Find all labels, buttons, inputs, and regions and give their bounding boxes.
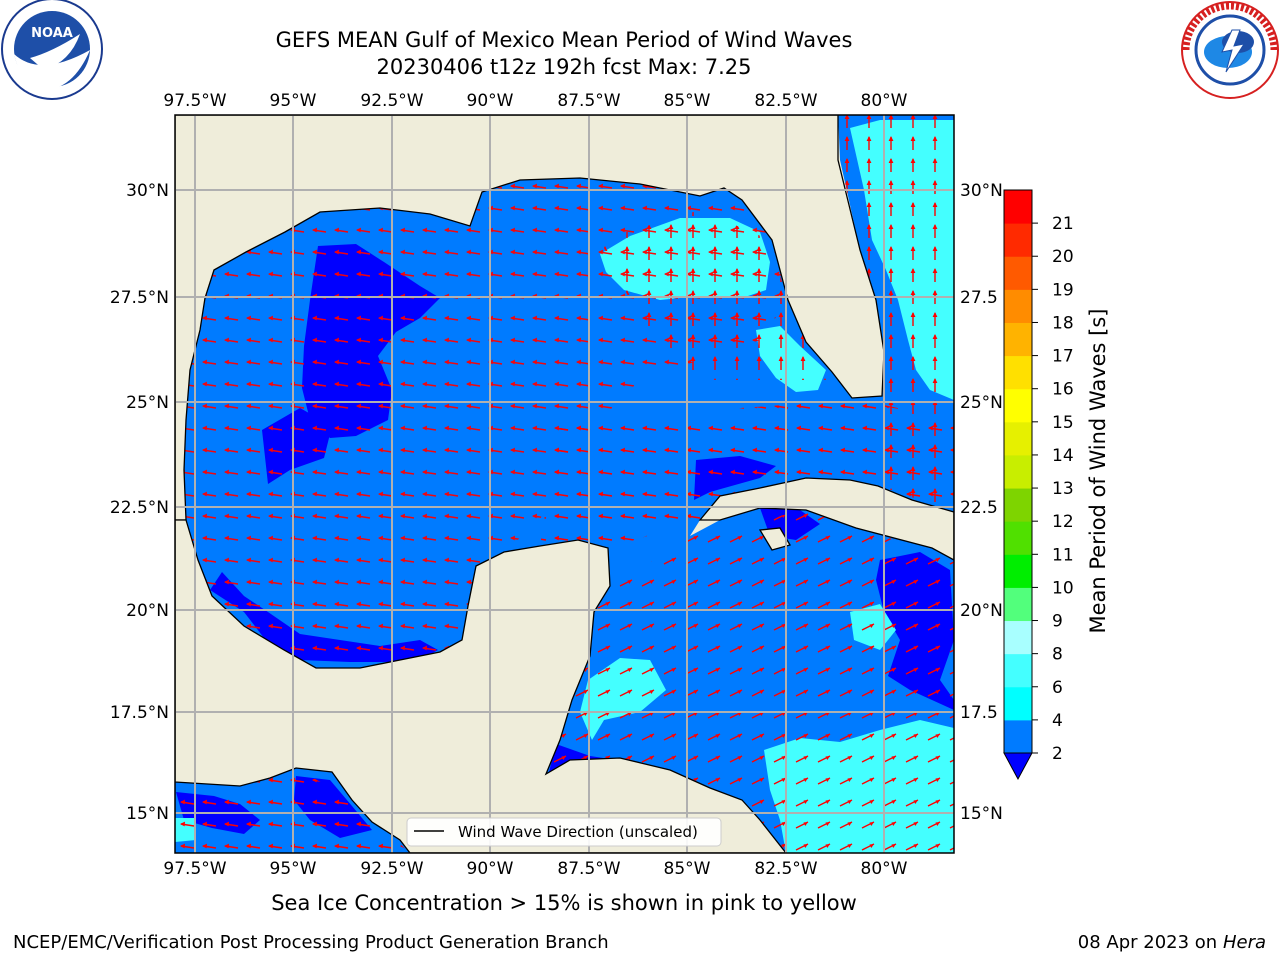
lon-label-top: 82.5°W <box>754 91 817 111</box>
lon-label-bottom: 97.5°W <box>163 859 226 879</box>
colorbar-segment <box>1004 256 1032 290</box>
date-text: 08 Apr 2023 on <box>1077 932 1223 953</box>
lat-label-right: 27.5 <box>960 288 998 308</box>
lat-label-right: 22.5 <box>960 498 998 518</box>
map-panel: Wind Wave Direction (unscaled) <box>174 114 955 854</box>
lat-label-right: 25°N <box>960 393 1003 413</box>
colorbar-tick-label: 15 <box>1052 413 1074 433</box>
lon-label-top: 87.5°W <box>557 91 620 111</box>
colorbar-tick-label: 11 <box>1052 545 1074 565</box>
lat-label-left: 30°N <box>126 181 169 201</box>
noaa-logo-text: NOAA <box>31 26 73 41</box>
colorbar-tick-label: 10 <box>1052 578 1074 598</box>
lat-label-left: 17.5°N <box>110 703 169 723</box>
lat-label-right: 20°N <box>960 601 1003 621</box>
colorbar-segment <box>1004 653 1032 688</box>
lat-label-left: 22.5°N <box>110 498 169 518</box>
colorbar-segment <box>1004 355 1032 390</box>
colorbar-tick-label: 20 <box>1052 247 1074 267</box>
lon-label-top: 97.5°W <box>163 91 226 111</box>
chart-title: GEFS MEAN Gulf of Mexico Mean Period of … <box>275 28 853 52</box>
lat-label-right: 17.5 <box>960 703 998 723</box>
lon-label-bottom: 80°W <box>861 859 908 879</box>
colorbar-tick-label: 16 <box>1052 380 1074 400</box>
colorbar: 2 4 6 8 9 10 11 12 13 14 15 16 17 18 19 20 21 <box>1003 189 1074 781</box>
land-masses <box>175 115 954 853</box>
map-legend: Wind Wave Direction (unscaled) <box>406 817 722 847</box>
colorbar-tick-label: 4 <box>1052 711 1063 731</box>
colorbar-tick-label: 12 <box>1052 512 1074 532</box>
noaa-logo: NOAA <box>1 0 103 100</box>
lon-label-bottom: 85°W <box>664 859 711 879</box>
colorbar-segment <box>1004 454 1032 489</box>
lat-label-left: 27.5°N <box>110 288 169 308</box>
lon-label-bottom: 90°W <box>467 859 514 879</box>
lon-label-bottom: 92.5°W <box>360 859 423 879</box>
lat-label-right: 15°N <box>960 804 1003 824</box>
colorbar-segment <box>1004 223 1032 257</box>
lat-label-right: 30°N <box>960 181 1003 201</box>
colorbar-tick-label: 6 <box>1052 678 1063 698</box>
machine-name: Hera <box>1222 932 1266 953</box>
legend-label: Wind Wave Direction (unscaled) <box>458 823 698 841</box>
colorbar-segment <box>1004 521 1032 555</box>
lon-label-bottom: 87.5°W <box>557 859 620 879</box>
colorbar-segment <box>1004 289 1032 323</box>
colorbar-label: Mean Period of Wind Waves [s] <box>1086 309 1110 634</box>
colorbar-segment <box>1004 587 1032 622</box>
nws-logo <box>1181 1 1279 99</box>
colorbar-segment <box>1004 554 1032 588</box>
colorbar-segment <box>1004 421 1032 456</box>
lon-label-top: 95°W <box>270 91 317 111</box>
lon-label-top: 80°W <box>861 91 908 111</box>
colorbar-segment <box>1004 620 1032 655</box>
colorbar-tick-label: 9 <box>1052 612 1063 632</box>
chart-subtitle: 20230406 t12z 192h fcst Max: 7.25 <box>376 55 752 79</box>
date-stamp: 08 Apr 2023 on Hera <box>1078 932 1266 954</box>
lon-label-top: 92.5°W <box>360 91 423 111</box>
colorbar-under-arrow <box>1003 752 1033 781</box>
lon-label-top: 90°W <box>467 91 514 111</box>
colorbar-tick-label: 8 <box>1052 645 1063 665</box>
colorbar-segment <box>1004 488 1032 522</box>
gridlines <box>175 115 954 853</box>
colorbar-tick-label: 18 <box>1052 313 1074 333</box>
colorbar-segment <box>1004 719 1032 754</box>
lon-label-bottom: 82.5°W <box>754 859 817 879</box>
colorbar-segment <box>1004 322 1032 357</box>
credit-text: NCEP/EMC/Verification Post Processing Pr… <box>13 932 609 953</box>
colorbar-tick-label: 14 <box>1052 446 1074 466</box>
colorbar-segment <box>1004 686 1032 721</box>
colorbar-tick-label: 2 <box>1052 744 1063 764</box>
colorbar-frame <box>1003 189 1033 754</box>
colorbar-tick-label: 17 <box>1052 347 1074 367</box>
colorbar-segment <box>1004 388 1032 423</box>
lon-label-top: 85°W <box>664 91 711 111</box>
lon-label-bottom: 95°W <box>270 859 317 879</box>
lat-label-left: 25°N <box>126 393 169 413</box>
lat-label-left: 20°N <box>126 601 169 621</box>
colorbar-tick-label: 19 <box>1052 280 1074 300</box>
sea-ice-note: Sea Ice Concentration > 15% is shown in … <box>271 891 857 915</box>
colorbar-tick-label: 13 <box>1052 479 1074 499</box>
colorbar-segment <box>1004 190 1032 224</box>
lat-label-left: 15°N <box>126 804 169 824</box>
colorbar-tick-label: 21 <box>1052 214 1074 234</box>
